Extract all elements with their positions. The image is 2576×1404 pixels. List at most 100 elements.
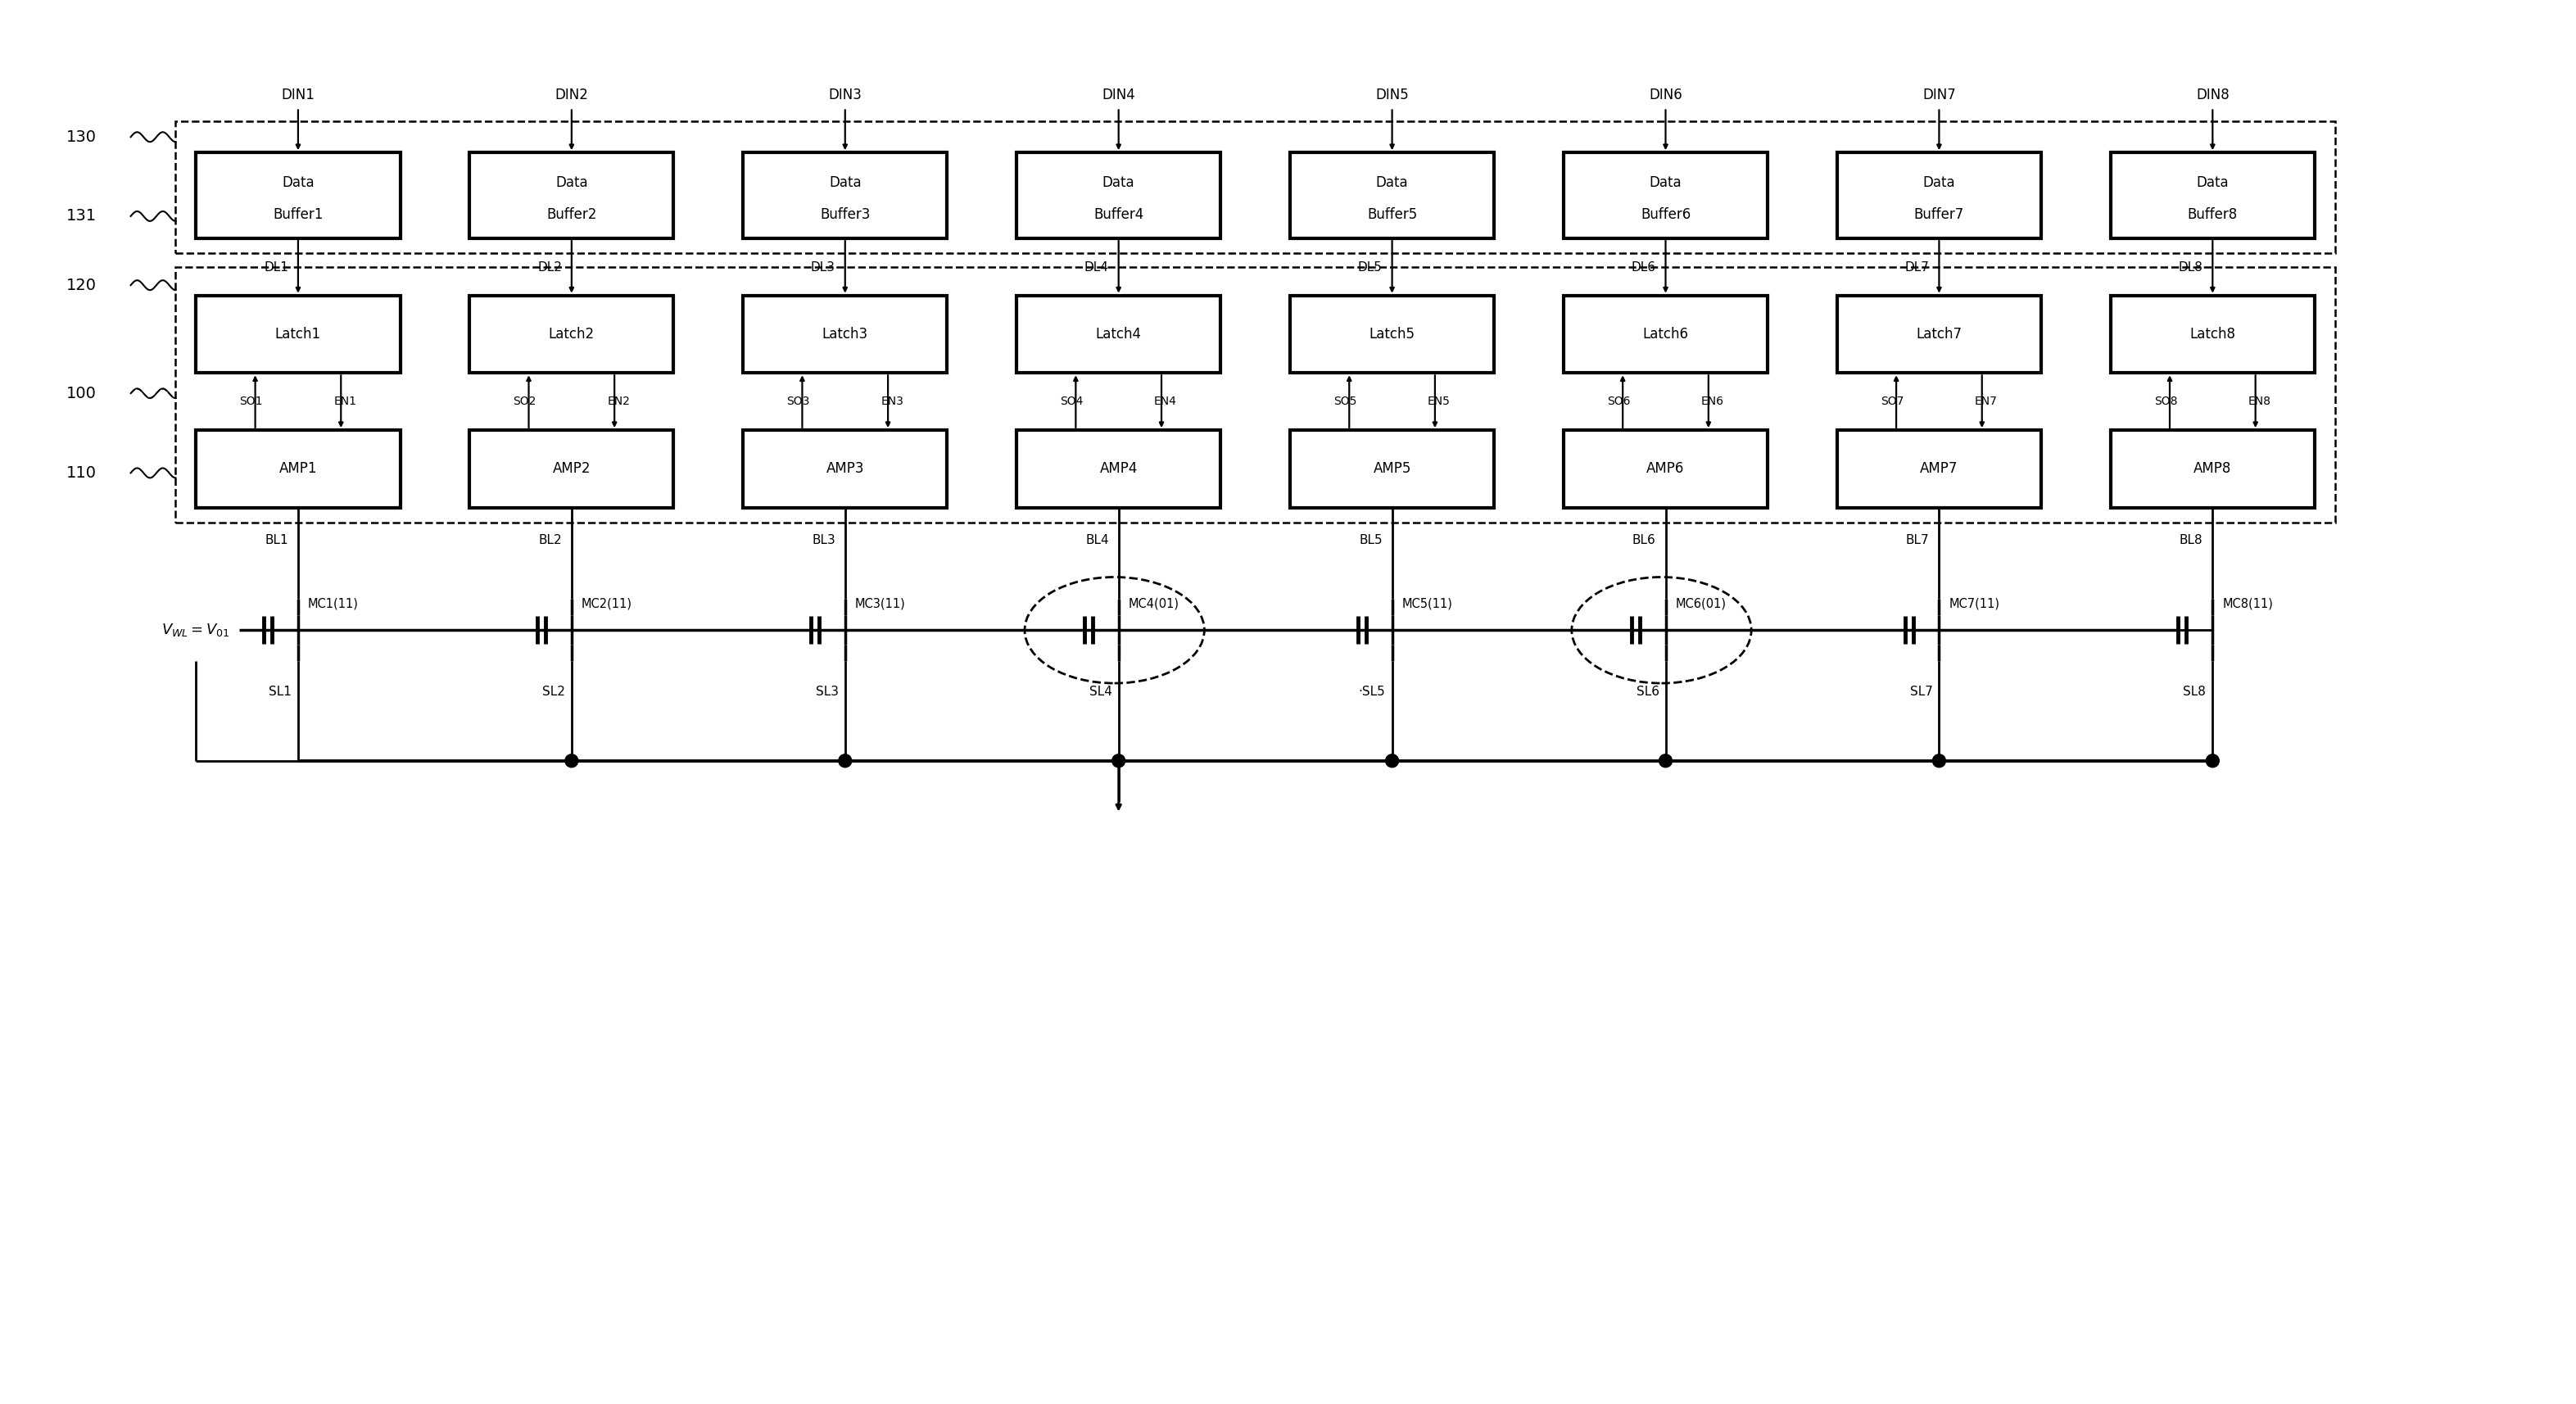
Text: SO5: SO5 <box>1334 396 1358 407</box>
Bar <box>2110 430 2316 508</box>
Bar <box>1564 430 1767 508</box>
Text: SO2: SO2 <box>513 396 536 407</box>
Text: DL6: DL6 <box>1631 261 1656 274</box>
Bar <box>1837 295 2040 373</box>
Text: EN2: EN2 <box>608 396 631 407</box>
Text: Buffer2: Buffer2 <box>546 206 598 222</box>
Text: DL4: DL4 <box>1084 261 1108 274</box>
Text: MC6(01): MC6(01) <box>1674 598 1726 611</box>
Text: BL5: BL5 <box>1360 534 1383 546</box>
Text: DL5: DL5 <box>1358 261 1383 274</box>
Text: Buffer1: Buffer1 <box>273 206 322 222</box>
Text: EN4: EN4 <box>1154 396 1177 407</box>
Text: DIN2: DIN2 <box>554 88 587 102</box>
Text: Data: Data <box>1103 176 1136 190</box>
Text: Latch2: Latch2 <box>549 327 595 341</box>
Text: BL6: BL6 <box>1633 534 1656 546</box>
Text: SO1: SO1 <box>240 396 263 407</box>
Text: DL2: DL2 <box>538 261 562 274</box>
Text: Buffer3: Buffer3 <box>819 206 871 222</box>
Text: Latch5: Latch5 <box>1370 327 1414 341</box>
Bar <box>469 153 675 239</box>
Text: DL7: DL7 <box>1904 261 1929 274</box>
Bar <box>1291 295 1494 373</box>
Text: DIN5: DIN5 <box>1376 88 1409 102</box>
Text: MC2(11): MC2(11) <box>582 598 631 611</box>
Text: 131: 131 <box>67 208 98 225</box>
Text: AMP8: AMP8 <box>2195 462 2231 476</box>
Text: Buffer4: Buffer4 <box>1092 206 1144 222</box>
Text: MC7(11): MC7(11) <box>1950 598 1999 611</box>
Text: AMP5: AMP5 <box>1373 462 1412 476</box>
Text: Data: Data <box>2197 176 2228 190</box>
Text: BL7: BL7 <box>1906 534 1929 546</box>
Bar <box>1837 153 2040 239</box>
Text: SO3: SO3 <box>786 396 809 407</box>
Text: Buffer6: Buffer6 <box>1641 206 1690 222</box>
Bar <box>1837 430 2040 508</box>
Text: AMP6: AMP6 <box>1646 462 1685 476</box>
Text: EN1: EN1 <box>332 396 355 407</box>
Bar <box>742 295 948 373</box>
Bar <box>1564 153 1767 239</box>
Text: Latch1: Latch1 <box>276 327 322 341</box>
Text: AMP7: AMP7 <box>1919 462 1958 476</box>
Text: ·SL5: ·SL5 <box>1358 685 1386 698</box>
Text: BL4: BL4 <box>1084 534 1108 546</box>
Bar <box>1018 295 1221 373</box>
Bar <box>1018 153 1221 239</box>
Bar <box>196 153 399 239</box>
Text: Data: Data <box>829 176 860 190</box>
Text: Latch8: Latch8 <box>2190 327 2236 341</box>
Circle shape <box>840 754 853 768</box>
Text: EN6: EN6 <box>1700 396 1723 407</box>
Circle shape <box>1386 754 1399 768</box>
Bar <box>175 122 2334 253</box>
Text: SO8: SO8 <box>2154 396 2177 407</box>
Bar <box>742 153 948 239</box>
Text: 110: 110 <box>67 465 98 480</box>
Bar <box>2110 295 2316 373</box>
Text: BL1: BL1 <box>265 534 289 546</box>
Text: MC3(11): MC3(11) <box>855 598 907 611</box>
Text: Data: Data <box>1376 176 1409 190</box>
Text: Latch7: Latch7 <box>1917 327 1963 341</box>
Text: BL2: BL2 <box>538 534 562 546</box>
Text: AMP1: AMP1 <box>278 462 317 476</box>
Bar <box>1291 153 1494 239</box>
Bar <box>1564 295 1767 373</box>
Text: DL8: DL8 <box>2179 261 2202 274</box>
Circle shape <box>1932 754 1945 768</box>
Text: SL2: SL2 <box>541 685 564 698</box>
Text: SL7: SL7 <box>1909 685 1932 698</box>
Text: $V_{WL}$$=V_{01}$: $V_{WL}$$=V_{01}$ <box>162 622 229 639</box>
Text: DL3: DL3 <box>811 261 835 274</box>
Text: Buffer7: Buffer7 <box>1914 206 1963 222</box>
Text: DIN7: DIN7 <box>1922 88 1955 102</box>
Circle shape <box>564 754 577 768</box>
Circle shape <box>1113 754 1126 768</box>
Text: EN3: EN3 <box>881 396 904 407</box>
Bar <box>469 430 675 508</box>
Text: Latch3: Latch3 <box>822 327 868 341</box>
Text: DIN1: DIN1 <box>281 88 314 102</box>
Bar <box>469 295 675 373</box>
Text: SO4: SO4 <box>1061 396 1084 407</box>
Text: 100: 100 <box>67 386 98 402</box>
Text: MC1(11): MC1(11) <box>309 598 358 611</box>
Text: BL3: BL3 <box>811 534 835 546</box>
Text: DIN8: DIN8 <box>2195 88 2228 102</box>
Text: SL4: SL4 <box>1090 685 1113 698</box>
Bar <box>175 267 2334 522</box>
Text: Data: Data <box>1649 176 1682 190</box>
Text: Latch4: Latch4 <box>1095 327 1141 341</box>
Text: AMP4: AMP4 <box>1100 462 1139 476</box>
Text: BL8: BL8 <box>2179 534 2202 546</box>
Text: MC4(01): MC4(01) <box>1128 598 1180 611</box>
Text: 120: 120 <box>67 278 98 293</box>
Text: MC8(11): MC8(11) <box>2223 598 2272 611</box>
Text: DIN6: DIN6 <box>1649 88 1682 102</box>
Bar <box>1018 430 1221 508</box>
Text: SL6: SL6 <box>1636 685 1659 698</box>
Text: Data: Data <box>556 176 587 190</box>
